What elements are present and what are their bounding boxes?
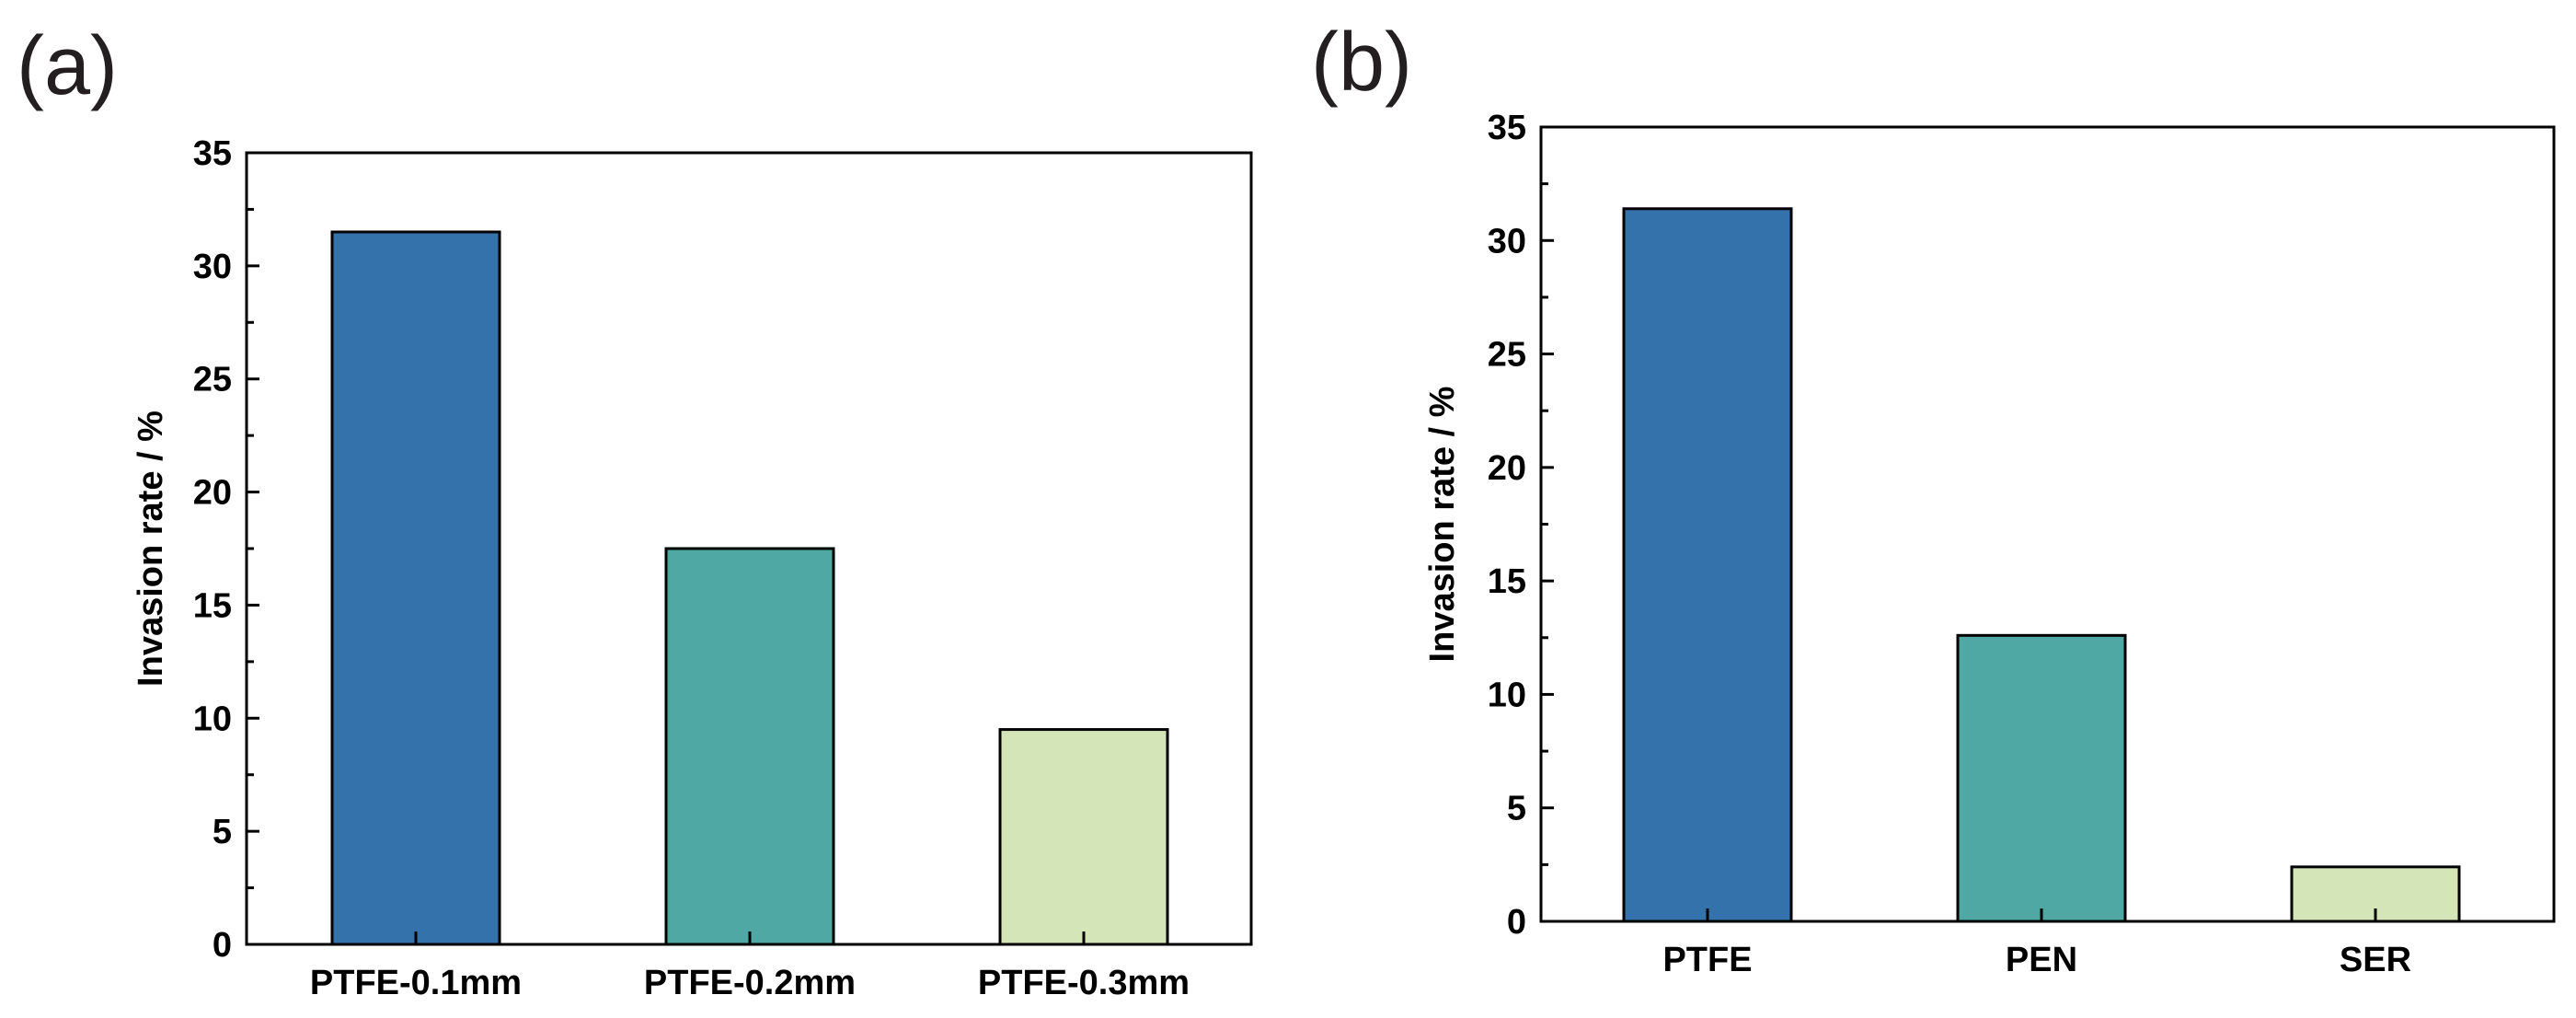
panel-b-ylabel: Invasion rate / % xyxy=(1423,387,1462,663)
panel-a-ytick-label: 35 xyxy=(193,134,232,173)
panel-a-ytick-label: 15 xyxy=(193,586,232,625)
panel-a-ylabel: Invasion rate / % xyxy=(132,411,170,687)
panel-b-xtick-label: PTFE xyxy=(1662,941,1752,979)
panel-b-label: (b) xyxy=(1311,17,1412,109)
panel-a-label: (a) xyxy=(17,20,118,112)
panel-a-xtick-label: PTFE-0.3mm xyxy=(978,964,1190,1002)
panel-b-ytick-label: 10 xyxy=(1488,676,1526,714)
panel-a-ytick-label: 30 xyxy=(193,248,232,286)
panel-a-ytick-label: 0 xyxy=(213,926,232,965)
panel-b-ytick-label: 35 xyxy=(1488,109,1526,147)
panel-b-ytick-label: 20 xyxy=(1488,449,1526,488)
panel-b-ytick-label: 30 xyxy=(1488,222,1526,260)
panel-b-ytick-label: 25 xyxy=(1488,336,1526,375)
panel-b-bar-ptfe xyxy=(1622,207,1793,923)
panel-b-ytick-label: 0 xyxy=(1507,903,1526,942)
panel-a-ytick-label: 20 xyxy=(193,474,232,513)
panel-a-ytick-label: 10 xyxy=(193,700,232,738)
panel-a-bar-ptfe-0.2mm xyxy=(664,547,835,946)
panel-a-bar-ptfe-0.1mm xyxy=(330,230,501,946)
panel-a-ytick-label: 25 xyxy=(193,361,232,399)
panel-a-xtick-label: PTFE-0.1mm xyxy=(310,964,522,1002)
panel-b: (b) 0 5 10 15 20 25 30 35 PTFE PEN SER Invasion rate… xyxy=(1311,17,2556,979)
panel-b-ytick-label: 15 xyxy=(1488,562,1526,601)
panel-a-bar-ptfe-0.3mm xyxy=(998,728,1169,946)
panel-b-xtick-label: PEN xyxy=(2006,941,2077,979)
panel-b-xtick-label: SER xyxy=(2340,941,2411,979)
panel-b-bar-pen xyxy=(1956,633,2127,923)
panel-a-ytick-label: 5 xyxy=(213,813,232,851)
panel-a-xtick-label: PTFE-0.2mm xyxy=(644,964,856,1002)
panel-b-ytick-label: 5 xyxy=(1507,790,1526,828)
panel-a: (a) 0 5 10 15 20 25 30 35 PTFE-0.1mm PTFE-0.2mm PTF… xyxy=(17,20,1253,1002)
